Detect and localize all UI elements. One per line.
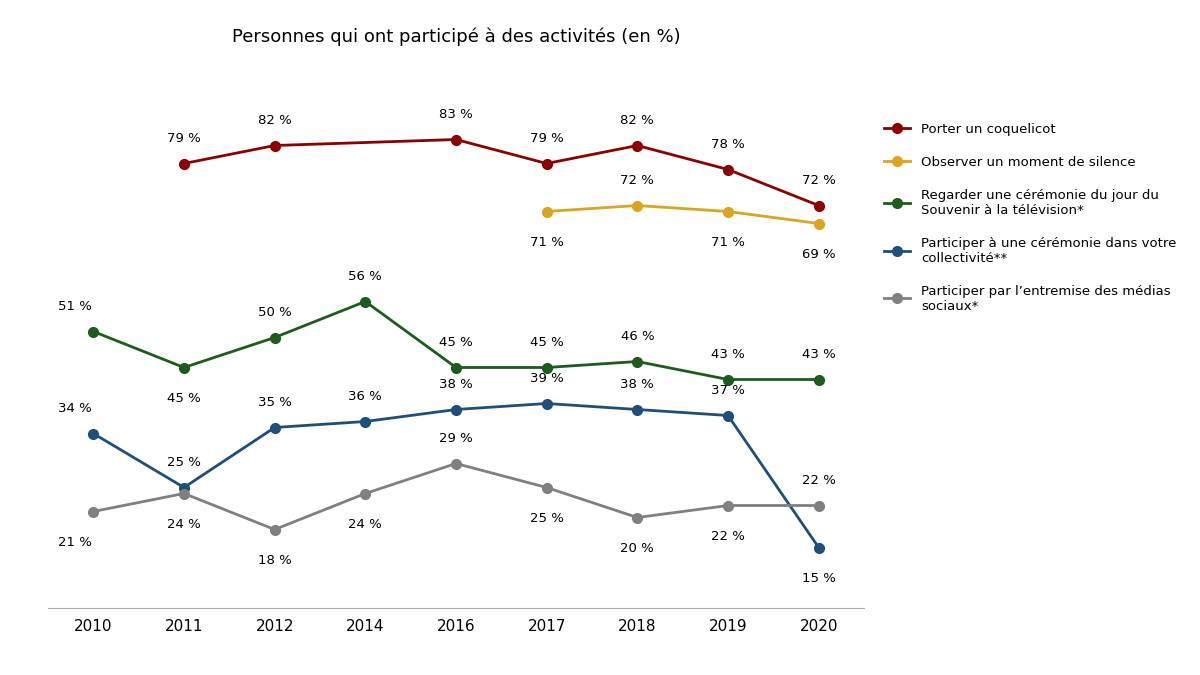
Text: 25 %: 25 % xyxy=(529,512,564,524)
Text: 50 %: 50 % xyxy=(258,306,292,319)
Text: 78 %: 78 % xyxy=(712,138,745,151)
Text: 45 %: 45 % xyxy=(439,337,473,350)
Text: 45 %: 45 % xyxy=(167,392,200,404)
Text: 43 %: 43 % xyxy=(712,348,745,362)
Text: 71 %: 71 % xyxy=(529,236,564,248)
Title: Personnes qui ont participé à des activités (en %): Personnes qui ont participé à des activi… xyxy=(232,28,680,47)
Text: 24 %: 24 % xyxy=(348,518,383,531)
Text: 29 %: 29 % xyxy=(439,433,473,446)
Text: 22 %: 22 % xyxy=(802,475,835,487)
Text: 51 %: 51 % xyxy=(59,300,92,313)
Text: 18 %: 18 % xyxy=(258,554,292,566)
Text: 21 %: 21 % xyxy=(59,535,92,549)
Text: 36 %: 36 % xyxy=(348,391,383,404)
Text: 56 %: 56 % xyxy=(348,271,383,284)
Text: 37 %: 37 % xyxy=(712,385,745,398)
Text: 46 %: 46 % xyxy=(620,331,654,344)
Text: 72 %: 72 % xyxy=(802,175,835,188)
Text: 72 %: 72 % xyxy=(620,175,654,188)
Text: 38 %: 38 % xyxy=(620,379,654,391)
Text: 39 %: 39 % xyxy=(529,373,564,385)
Text: 82 %: 82 % xyxy=(258,115,292,128)
Text: 79 %: 79 % xyxy=(529,132,564,146)
Text: 45 %: 45 % xyxy=(529,337,564,350)
Legend: Porter un coquelicot, Observer un moment de silence, Regarder une cérémonie du j: Porter un coquelicot, Observer un moment… xyxy=(878,117,1182,318)
Text: 34 %: 34 % xyxy=(59,402,92,416)
Text: 82 %: 82 % xyxy=(620,115,654,128)
Text: 83 %: 83 % xyxy=(439,109,473,121)
Text: 22 %: 22 % xyxy=(712,529,745,543)
Text: 43 %: 43 % xyxy=(802,348,835,362)
Text: 35 %: 35 % xyxy=(258,396,292,410)
Text: 79 %: 79 % xyxy=(167,132,200,146)
Text: 25 %: 25 % xyxy=(167,456,200,470)
Text: 24 %: 24 % xyxy=(167,518,200,531)
Text: 71 %: 71 % xyxy=(712,236,745,248)
Text: 20 %: 20 % xyxy=(620,541,654,554)
Text: 15 %: 15 % xyxy=(802,572,835,585)
Text: 69 %: 69 % xyxy=(802,248,835,261)
Text: 38 %: 38 % xyxy=(439,379,473,391)
